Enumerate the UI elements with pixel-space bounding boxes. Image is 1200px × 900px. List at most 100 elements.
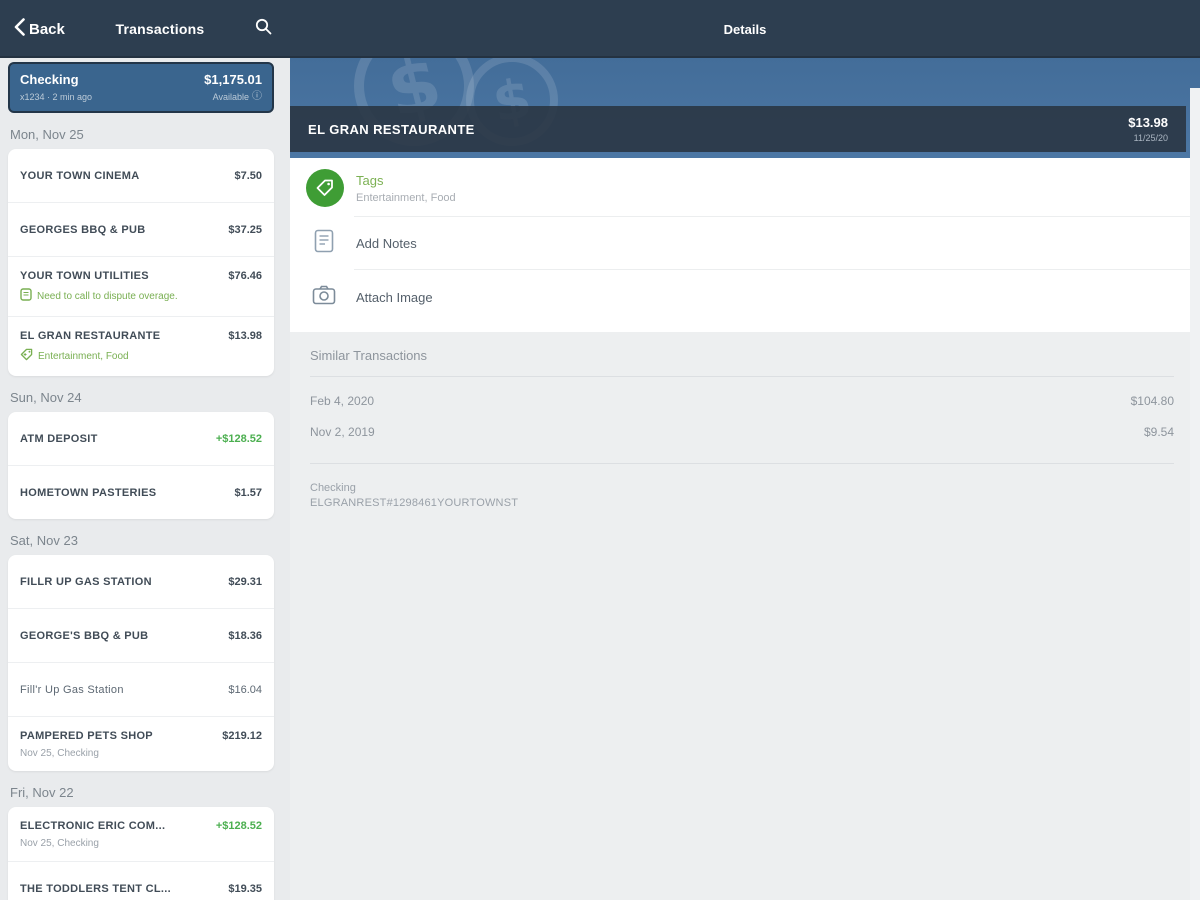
transaction-amount: $7.50 [234, 170, 262, 182]
transaction-amount: $19.35 [228, 883, 262, 895]
camera-icon [312, 285, 336, 310]
details-banner: $ $ EL GRAN RESTAURANTE $13.98 11/25/20 [290, 58, 1200, 158]
transaction-row[interactable]: Fill'r Up Gas Station $16.04 [8, 662, 274, 716]
tag-icon [306, 169, 344, 207]
account-name: Checking [20, 72, 79, 87]
similar-transactions-list: Feb 4, 2020 $104.80 Nov 2, 2019 $9.54 [310, 394, 1174, 439]
transaction-row[interactable]: ATM DEPOSIT +$128.52 [8, 412, 274, 465]
tags-row[interactable]: Tags Entertainment, Food [290, 160, 1200, 216]
search-button[interactable] [255, 18, 272, 40]
search-icon [255, 18, 272, 40]
scrollbar-track[interactable] [1190, 88, 1200, 900]
nav-right-section: Details [290, 0, 1200, 58]
attach-image-row[interactable]: Attach Image [290, 270, 1200, 324]
transaction-amount: +$128.52 [215, 433, 262, 445]
transaction-list: Mon, Nov 25 YOUR TOWN CINEMA $7.50 GEORGES … [8, 127, 274, 900]
transactions-title: Transactions [115, 21, 205, 37]
transaction-group-card: FILLR UP GAS STATION $29.31 GEORGE'S BBQ &… [8, 555, 274, 771]
transaction-row[interactable]: EL GRAN RESTAURANTE $13.98 Entertainment, … [8, 316, 274, 376]
transaction-amount: $37.25 [228, 224, 262, 236]
back-button[interactable]: Back [14, 18, 65, 40]
info-icon[interactable]: ⓘ [252, 91, 262, 102]
details-actions: Tags Entertainment, Food Add Notes [290, 158, 1200, 332]
details-date: 11/25/20 [1133, 133, 1168, 143]
details-amount-block: $13.98 11/25/20 [1128, 115, 1168, 143]
top-nav-bar: Back Transactions Details [0, 0, 1200, 58]
similar-transaction-amount: $9.54 [1143, 425, 1174, 439]
transaction-group-card: ATM DEPOSIT +$128.52 HOMETOWN PASTERIES $1.… [8, 412, 274, 519]
similar-transaction-row[interactable]: Nov 2, 2019 $9.54 [310, 425, 1174, 439]
date-group-header: Sat, Nov 23 [10, 533, 78, 548]
transaction-group-card: YOUR TOWN CINEMA $7.50 GEORGES BBQ & PUB $3… [8, 149, 274, 376]
attach-image-label: Attach Image [356, 289, 433, 305]
transaction-amount: $1.57 [234, 487, 262, 499]
transaction-row[interactable]: GEORGE'S BBQ & PUB $18.36 [8, 608, 274, 662]
transaction-amount: $29.31 [228, 576, 262, 588]
tag-icon [20, 348, 33, 364]
transaction-note: Need to call to dispute overage. [20, 288, 262, 304]
transaction-row[interactable]: THE TODDLERS TENT CL... $19.35 [8, 861, 274, 900]
transaction-name: ELECTRONIC ERIC COM... [20, 820, 166, 832]
transaction-row[interactable]: HOMETOWN PASTERIES $1.57 [8, 465, 274, 519]
transaction-amount: $13.98 [228, 330, 262, 342]
transaction-name: YOUR TOWN CINEMA [20, 170, 140, 182]
transaction-name: ATM DEPOSIT [20, 433, 98, 445]
transaction-amount: $76.46 [228, 270, 262, 282]
transaction-name: THE TODDLERS TENT CL... [20, 883, 171, 895]
transaction-note: Entertainment, Food [20, 348, 262, 364]
nav-left-section: Back Transactions [0, 0, 290, 58]
app-body: Checking $1,175.01 x1234 · 2 min ago Ava… [0, 58, 1200, 900]
transaction-row[interactable]: FILLR UP GAS STATION $29.31 [8, 555, 274, 608]
date-group-header: Sun, Nov 24 [10, 390, 82, 405]
details-amount: $13.98 [1128, 115, 1168, 130]
transaction-name: GEORGES BBQ & PUB [20, 224, 146, 236]
transaction-note-text: Need to call to dispute overage. [37, 290, 178, 302]
transaction-row[interactable]: YOUR TOWN CINEMA $7.50 [8, 149, 274, 202]
similar-transaction-date: Nov 2, 2019 [310, 425, 375, 439]
transaction-details-pane: $ $ EL GRAN RESTAURANTE $13.98 11/25/20 [290, 58, 1200, 900]
transactions-sidebar: Checking $1,175.01 x1234 · 2 min ago Ava… [0, 58, 290, 900]
divider [310, 463, 1174, 464]
transaction-row[interactable]: ELECTRONIC ERIC COM... +$128.52 Nov 25, Ch… [8, 807, 274, 861]
tags-label: Tags [356, 172, 384, 188]
account-card[interactable]: Checking $1,175.01 x1234 · 2 min ago Ava… [8, 62, 274, 113]
add-notes-row[interactable]: Add Notes [290, 217, 1200, 269]
account-balance: $1,175.01 [204, 72, 262, 87]
transaction-row[interactable]: GEORGES BBQ & PUB $37.25 [8, 202, 274, 256]
details-header-strip: EL GRAN RESTAURANTE $13.98 11/25/20 [290, 106, 1186, 152]
details-title: Details [723, 21, 767, 37]
transaction-row[interactable]: PAMPERED PETS SHOP $219.12 Nov 25, Checkin… [8, 716, 274, 771]
similar-account-name: Checking [310, 482, 356, 494]
account-subtitle: x1234 · 2 min ago [20, 92, 93, 102]
available-balance: Available ⓘ [212, 91, 262, 103]
date-group-header: Fri, Nov 22 [10, 785, 74, 800]
similar-transaction-date: Feb 4, 2020 [310, 394, 375, 408]
divider [310, 376, 1174, 377]
transaction-amount: $18.36 [228, 630, 262, 642]
transaction-name: YOUR TOWN UTILITIES [20, 270, 149, 282]
transaction-amount: $219.12 [222, 730, 262, 742]
document-icon [314, 229, 334, 258]
similar-transactions-section: Similar Transactions Feb 4, 2020 $104.80 N… [290, 332, 1200, 509]
divider [354, 269, 1200, 270]
transaction-reference: ELGRANREST#1298461YOURTOWNST [310, 497, 519, 509]
transaction-amount: +$128.52 [215, 820, 262, 832]
date-group-header: Mon, Nov 25 [10, 127, 84, 142]
transaction-amount: $16.04 [228, 684, 262, 696]
divider [354, 216, 1200, 217]
add-notes-label: Add Notes [356, 235, 417, 251]
transaction-name: Fill'r Up Gas Station [20, 684, 124, 696]
transaction-row[interactable]: YOUR TOWN UTILITIES $76.46 Need to call to… [8, 256, 274, 316]
transaction-subtitle: Nov 25, Checking [20, 838, 99, 849]
transaction-subtitle: Nov 25, Checking [20, 748, 99, 759]
transaction-note-text: Entertainment, Food [38, 350, 129, 362]
transaction-name: HOMETOWN PASTERIES [20, 487, 157, 499]
tags-value: Entertainment, Food [356, 191, 456, 204]
transaction-name: GEORGE'S BBQ & PUB [20, 630, 149, 642]
back-label: Back [29, 20, 65, 38]
available-label: Available [212, 92, 249, 102]
similar-transaction-row[interactable]: Feb 4, 2020 $104.80 [310, 394, 1174, 408]
transaction-name: FILLR UP GAS STATION [20, 576, 152, 588]
transaction-name: PAMPERED PETS SHOP [20, 730, 153, 742]
